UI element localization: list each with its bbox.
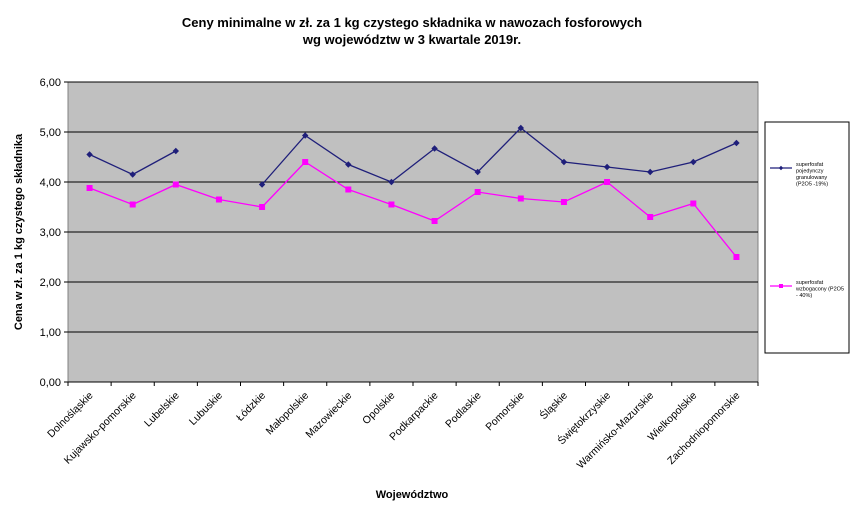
y-axis-title: Cena w zł. za 1 kg czystego składnika: [13, 133, 25, 330]
y-tick-label: 3,00: [40, 227, 61, 239]
legend-label-line: granulowany: [796, 175, 827, 181]
y-tick-label: 4,00: [40, 177, 61, 189]
chart-title-line-2: wg województw w 3 kwartale 2019r.: [302, 32, 521, 47]
x-tick-label: Pomorskie: [483, 390, 527, 434]
y-tick-label: 1,00: [40, 327, 61, 339]
data-point: [431, 218, 438, 224]
data-point: [431, 145, 438, 152]
data-point: [215, 196, 222, 203]
x-tick-label: Kujawsko-pomorskie: [62, 390, 139, 467]
data-point: [259, 204, 266, 210]
data-point: [474, 189, 481, 195]
data-point: [733, 139, 740, 147]
data-point: [474, 168, 481, 176]
chart-title: Ceny minimalne w zł. za 1 kg czystego sk…: [182, 15, 642, 47]
data-point: [172, 181, 179, 188]
legend-label-line: superfosfat: [796, 162, 824, 168]
x-tick-label: Mazowieckie: [303, 390, 354, 441]
y-tick-label: 2,00: [40, 277, 61, 289]
data-point: [603, 163, 611, 171]
data-point: [647, 214, 654, 220]
series-2: [86, 159, 740, 260]
data-point: [560, 158, 568, 166]
data-point: [172, 147, 180, 155]
legend-label-line: pojedynczy: [796, 169, 824, 175]
data-point: [646, 168, 654, 176]
series-2-line: [89, 161, 737, 258]
y-axis-ticks: 0,00 1,00 2,00 3,00 4,00 5,00 6,00: [40, 77, 68, 389]
data-point: [388, 201, 395, 208]
x-tick-label: Lubuskie: [187, 390, 225, 428]
legend-item-2: superfosfat wzbogacony (P2O5- 40%): [770, 280, 844, 299]
x-tick-label: Podlaskie: [443, 390, 484, 431]
legend-label-line: wzbogacony (P2O5: [795, 287, 844, 293]
data-point: [345, 161, 352, 168]
data-point: [388, 178, 395, 186]
data-point: [517, 195, 524, 202]
x-tick-label: Opolskie: [360, 390, 397, 427]
series-1: [86, 124, 740, 188]
legend-item-1: superfosfat pojedynczy granulowany (P2O5 -1…: [770, 162, 828, 188]
y-tick-label: 6,00: [40, 77, 61, 89]
legend-swatch-marker: [778, 165, 784, 171]
y-tick-label: 5,00: [40, 127, 61, 139]
x-tick-label: Śląskie: [537, 389, 570, 422]
series-layer: [86, 124, 740, 260]
data-point: [733, 254, 740, 260]
legend-label-line: - 40%): [796, 293, 812, 299]
legend-box: [764, 121, 850, 354]
data-point: [560, 199, 567, 205]
legend-label-line: superfosfat: [796, 280, 824, 286]
chart-title-line-1: Ceny minimalne w zł. za 1 kg czystego sk…: [182, 15, 642, 30]
data-point: [517, 124, 525, 132]
data-point: [301, 132, 309, 139]
legend-label-line: (P2O5 -19%): [796, 182, 828, 188]
data-point: [302, 159, 309, 165]
series-1-line: [261, 127, 737, 185]
data-point: [345, 186, 352, 193]
data-point: [129, 171, 136, 178]
x-tick-label: Warmińsko-Mazurskie: [575, 390, 657, 472]
data-point: [258, 181, 266, 188]
legend-swatch-marker: [779, 284, 783, 288]
x-tick-label: Zachodniopomorskie: [665, 390, 743, 468]
data-point: [129, 201, 136, 208]
x-axis-title: Województwo: [376, 489, 449, 501]
data-point: [690, 158, 697, 166]
legend: superfosfat pojedynczy granulowany (P2O5 -1…: [764, 121, 850, 354]
y-tick-label: 0,00: [40, 377, 61, 389]
x-tick-label: Lubelskie: [142, 390, 182, 430]
data-point: [690, 200, 697, 207]
data-point: [86, 185, 93, 191]
data-point: [86, 151, 93, 158]
legend-label: superfosfat pojedynczy granulowany (P2O5 -1…: [796, 162, 828, 188]
legend-label: superfosfat wzbogacony (P2O5- 40%): [795, 280, 844, 299]
data-point: [604, 179, 611, 185]
x-tick-label: Łódzkie: [234, 390, 268, 424]
